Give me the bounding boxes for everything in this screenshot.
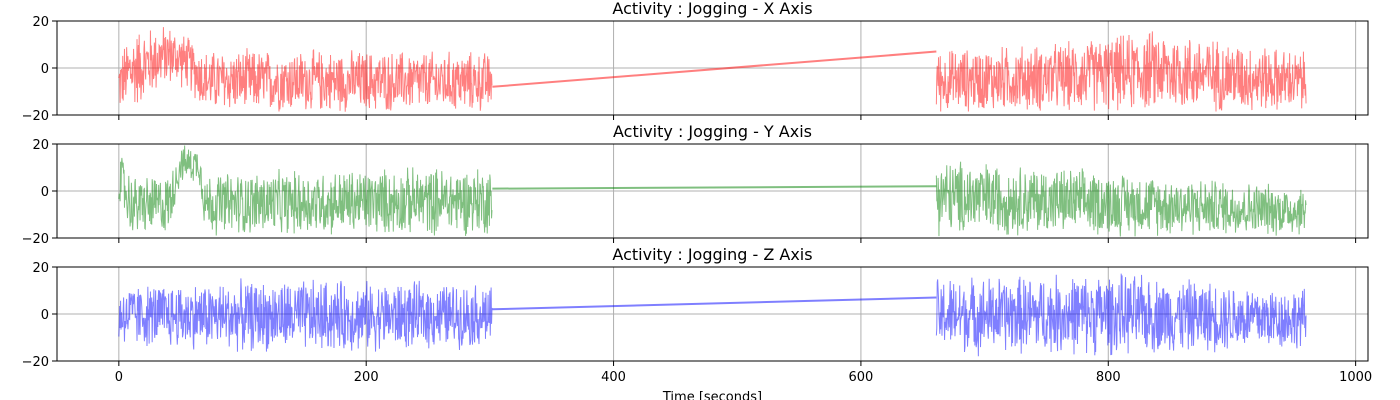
signal-segment-1 <box>118 27 493 112</box>
y-tick-label: 0 <box>41 185 49 200</box>
x-tick-label: 0 <box>115 370 123 385</box>
x-tick-label: 200 <box>354 370 379 385</box>
signal-segment-2 <box>935 31 1307 112</box>
y-tick-label: 0 <box>41 62 49 77</box>
x-axis-label: Time [seconds] <box>662 390 762 400</box>
x-tick-label: 400 <box>601 370 626 385</box>
series-3 <box>118 273 1307 357</box>
y-tick-label: −20 <box>22 232 49 247</box>
panel-2: −20 0 20 Activity : Jogging - Y Axis <box>22 122 1369 247</box>
signal-segment-1 <box>118 278 493 352</box>
y-tick-label: 20 <box>32 261 49 276</box>
y-tick-label: 20 <box>32 15 49 30</box>
y-tick-label: 0 <box>41 308 49 323</box>
signal-segment-2 <box>935 161 1307 237</box>
series-1 <box>118 27 1307 112</box>
gap-connector-line <box>492 185 937 190</box>
gap-connector-line <box>492 50 937 88</box>
gap-connector-line <box>492 296 937 311</box>
signal-segment-2 <box>935 273 1307 357</box>
x-tick-label: 1000 <box>1339 370 1372 385</box>
x-tick-label: 800 <box>1096 370 1121 385</box>
panel-title: Activity : Jogging - X Axis <box>612 0 812 18</box>
y-tick-label: −20 <box>22 109 49 124</box>
panel-title: Activity : Jogging - Y Axis <box>613 122 812 141</box>
panel-1: −20 0 20 Activity : Jogging - X Axis <box>22 0 1369 124</box>
y-tick-label: 20 <box>32 138 49 153</box>
x-tick-label: 600 <box>849 370 874 385</box>
series-2 <box>118 145 1307 237</box>
panel-title: Activity : Jogging - Z Axis <box>612 245 812 264</box>
y-tick-label: −20 <box>22 355 49 370</box>
signal-segment-1 <box>118 145 493 236</box>
